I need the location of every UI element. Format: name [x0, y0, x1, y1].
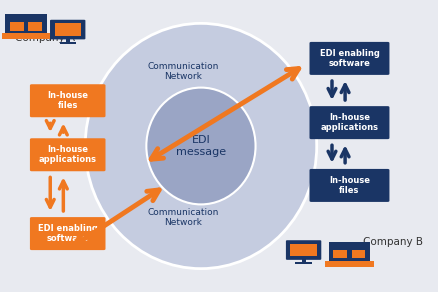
- FancyBboxPatch shape: [54, 23, 81, 36]
- FancyBboxPatch shape: [290, 244, 316, 256]
- FancyBboxPatch shape: [30, 138, 105, 171]
- FancyBboxPatch shape: [50, 20, 85, 39]
- Text: In-house
applications: In-house applications: [39, 145, 96, 164]
- FancyBboxPatch shape: [333, 250, 346, 258]
- FancyBboxPatch shape: [2, 33, 50, 39]
- FancyBboxPatch shape: [351, 250, 364, 258]
- Text: EDI enabling
software: EDI enabling software: [38, 224, 97, 243]
- FancyBboxPatch shape: [60, 42, 76, 44]
- Text: Communication
Network: Communication Network: [148, 62, 219, 81]
- FancyBboxPatch shape: [5, 14, 47, 33]
- FancyBboxPatch shape: [309, 169, 389, 202]
- FancyBboxPatch shape: [309, 42, 389, 75]
- Text: Company A: Company A: [15, 33, 75, 43]
- Text: EDI enabling
software: EDI enabling software: [319, 49, 378, 68]
- FancyBboxPatch shape: [30, 217, 105, 250]
- FancyBboxPatch shape: [295, 263, 311, 264]
- Text: Communication
Network: Communication Network: [148, 208, 219, 227]
- FancyBboxPatch shape: [285, 240, 321, 260]
- Text: Company B: Company B: [362, 237, 422, 247]
- Text: In-house
applications: In-house applications: [320, 113, 378, 132]
- FancyBboxPatch shape: [301, 259, 305, 263]
- FancyBboxPatch shape: [28, 22, 42, 31]
- FancyBboxPatch shape: [30, 84, 105, 117]
- FancyBboxPatch shape: [10, 22, 24, 31]
- Text: EDI
message: EDI message: [176, 135, 226, 157]
- Text: In-house
files: In-house files: [47, 91, 88, 110]
- Ellipse shape: [146, 88, 255, 204]
- Ellipse shape: [85, 23, 316, 269]
- FancyBboxPatch shape: [325, 261, 373, 267]
- FancyBboxPatch shape: [328, 242, 369, 261]
- Text: In-house
files: In-house files: [328, 176, 369, 195]
- FancyBboxPatch shape: [309, 106, 389, 139]
- FancyBboxPatch shape: [66, 39, 70, 42]
